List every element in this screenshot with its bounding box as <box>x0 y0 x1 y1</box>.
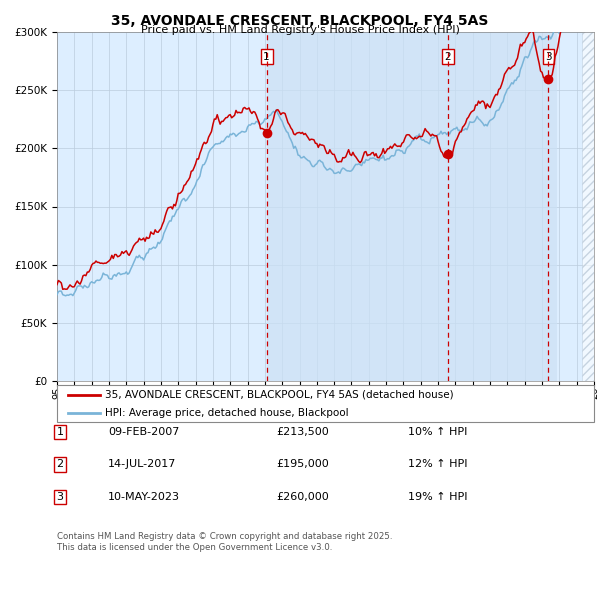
Text: 12% ↑ HPI: 12% ↑ HPI <box>408 460 467 469</box>
Text: 19% ↑ HPI: 19% ↑ HPI <box>408 492 467 502</box>
Text: 1: 1 <box>263 52 270 62</box>
Text: £213,500: £213,500 <box>276 427 329 437</box>
Text: £195,000: £195,000 <box>276 460 329 469</box>
Text: 10-MAY-2023: 10-MAY-2023 <box>108 492 180 502</box>
Text: 14-JUL-2017: 14-JUL-2017 <box>108 460 176 469</box>
Text: HPI: Average price, detached house, Blackpool: HPI: Average price, detached house, Blac… <box>106 408 349 418</box>
Text: 3: 3 <box>56 492 64 502</box>
Text: Contains HM Land Registry data © Crown copyright and database right 2025.
This d: Contains HM Land Registry data © Crown c… <box>57 532 392 552</box>
Text: 3: 3 <box>545 52 552 62</box>
FancyBboxPatch shape <box>57 385 594 422</box>
Text: 2: 2 <box>56 460 64 469</box>
Text: £260,000: £260,000 <box>276 492 329 502</box>
Text: 2: 2 <box>445 52 451 62</box>
Bar <box>266 32 557 381</box>
Text: 35, AVONDALE CRESCENT, BLACKPOOL, FY4 5AS (detached house): 35, AVONDALE CRESCENT, BLACKPOOL, FY4 5A… <box>106 390 454 399</box>
Text: Price paid vs. HM Land Registry's House Price Index (HPI): Price paid vs. HM Land Registry's House … <box>140 25 460 35</box>
Text: 10% ↑ HPI: 10% ↑ HPI <box>408 427 467 437</box>
Text: 09-FEB-2007: 09-FEB-2007 <box>108 427 179 437</box>
Text: 1: 1 <box>56 427 64 437</box>
Text: 35, AVONDALE CRESCENT, BLACKPOOL, FY4 5AS: 35, AVONDALE CRESCENT, BLACKPOOL, FY4 5A… <box>112 14 488 28</box>
